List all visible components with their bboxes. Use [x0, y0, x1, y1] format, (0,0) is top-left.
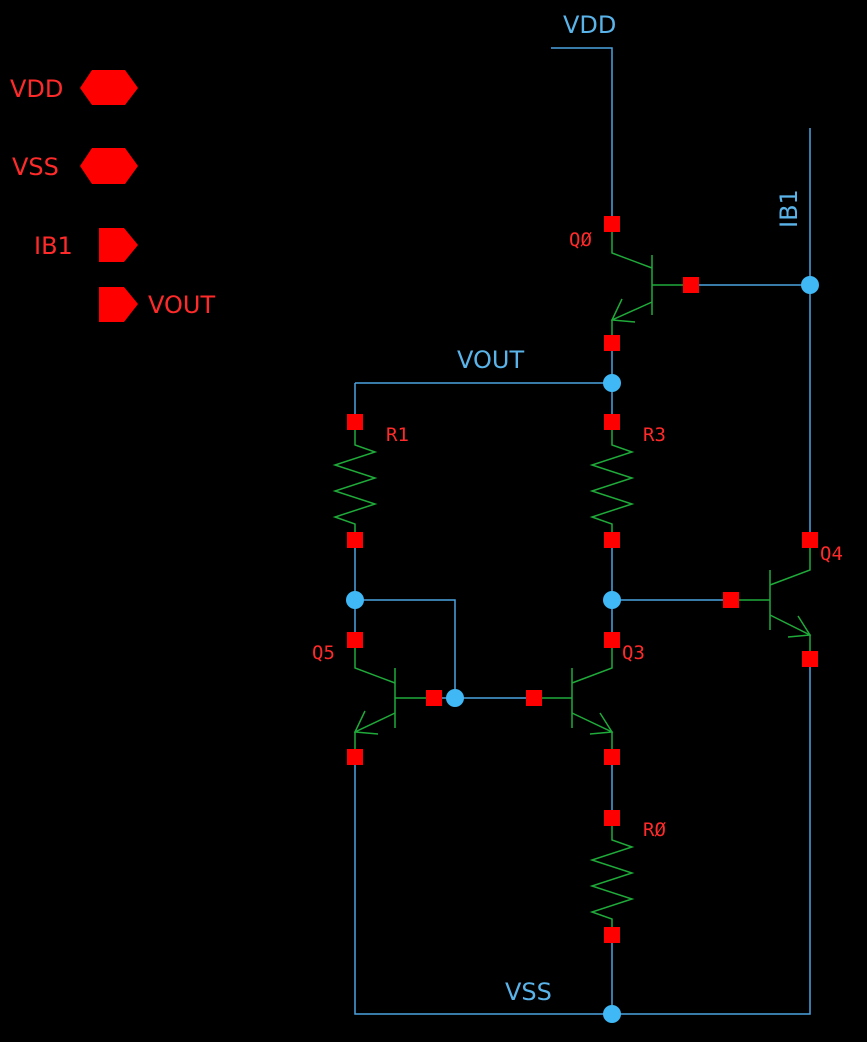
- wire-vdd[interactable]: [551, 47, 613, 224]
- port-vdd-label: VDD: [10, 75, 63, 103]
- port-vout[interactable]: VOUT: [99, 287, 215, 322]
- transistor-q0[interactable]: QØ: [569, 224, 691, 343]
- pin-q0-collector[interactable]: [604, 216, 620, 232]
- junction-q5-collector[interactable]: [346, 591, 364, 609]
- pin-r3-bottom[interactable]: [604, 532, 620, 548]
- pin-q4-collector[interactable]: [802, 532, 818, 548]
- q5-emitter-arrow: [353, 710, 379, 735]
- port-vss[interactable]: VSS: [12, 148, 138, 184]
- wire-q5-diode[interactable]: [355, 599, 456, 698]
- pin-q0-emitter[interactable]: [604, 335, 620, 351]
- resistor-r3[interactable]: R3: [589, 422, 666, 540]
- q0-label: QØ: [569, 229, 592, 251]
- q5-label: Q5: [312, 642, 335, 664]
- pin-q3-collector[interactable]: [604, 632, 620, 648]
- pin-q4-emitter[interactable]: [802, 651, 818, 667]
- net-label-vdd: VDD: [563, 11, 616, 39]
- pin-r0-top[interactable]: [604, 810, 620, 826]
- junction-vout[interactable]: [603, 374, 621, 392]
- port-vout-label: VOUT: [148, 291, 215, 319]
- wire-vss[interactable]: [354, 659, 811, 1015]
- r0-label: RØ: [643, 819, 666, 841]
- q3-label: Q3: [622, 642, 645, 664]
- pin-q5-emitter[interactable]: [347, 749, 363, 765]
- r1-label: R1: [386, 424, 409, 446]
- port-vss-symbol: [80, 148, 138, 184]
- q4-body: [731, 540, 811, 659]
- pin-r1-top[interactable]: [347, 414, 363, 430]
- port-vdd[interactable]: VDD: [10, 70, 138, 105]
- port-vdd-symbol: [80, 70, 138, 105]
- pin-r1-bottom[interactable]: [347, 532, 363, 548]
- port-ib1-symbol: [99, 228, 138, 262]
- q5-body: [354, 640, 434, 757]
- junction-ib1[interactable]: [801, 276, 819, 294]
- pins: [347, 216, 818, 943]
- q3-emitter-arrow: [589, 712, 614, 735]
- pin-q0-base[interactable]: [683, 277, 699, 293]
- q4-emitter-arrow: [787, 615, 812, 638]
- net-label-vout: VOUT: [457, 346, 524, 374]
- transistor-q3[interactable]: Q3: [534, 640, 645, 757]
- pin-q4-base[interactable]: [723, 592, 739, 608]
- junction-q3-collector[interactable]: [603, 591, 621, 609]
- junctions: [346, 276, 819, 1023]
- r0-body: [589, 818, 635, 935]
- port-vss-label: VSS: [12, 153, 59, 181]
- transistor-q4[interactable]: Q4: [731, 540, 843, 659]
- junction-base-bus[interactable]: [446, 689, 464, 707]
- junction-vss[interactable]: [603, 1005, 621, 1023]
- net-label-ib1: IB1: [775, 189, 803, 228]
- pin-q5-collector[interactable]: [347, 632, 363, 648]
- r3-body: [589, 422, 635, 540]
- net-label-vss: VSS: [505, 978, 552, 1006]
- q3-body: [534, 640, 613, 757]
- r1-body: [332, 422, 378, 540]
- q4-label: Q4: [820, 543, 843, 565]
- pin-q3-base[interactable]: [526, 690, 542, 706]
- resistor-r1[interactable]: R1: [332, 422, 409, 540]
- port-ib1-label: IB1: [34, 232, 73, 260]
- q0-body: [611, 224, 691, 343]
- pin-r0-bottom[interactable]: [604, 927, 620, 943]
- pin-q3-emitter[interactable]: [604, 749, 620, 765]
- port-vout-symbol: [99, 287, 138, 322]
- port-ib1[interactable]: IB1: [34, 228, 138, 262]
- q0-emitter-arrow: [610, 298, 636, 323]
- pin-r3-top[interactable]: [604, 414, 620, 430]
- r3-label: R3: [643, 424, 666, 446]
- resistor-r0[interactable]: RØ: [589, 818, 666, 935]
- pin-q5-base[interactable]: [426, 690, 442, 706]
- transistor-q5[interactable]: Q5: [312, 640, 434, 757]
- wires: [354, 47, 811, 1015]
